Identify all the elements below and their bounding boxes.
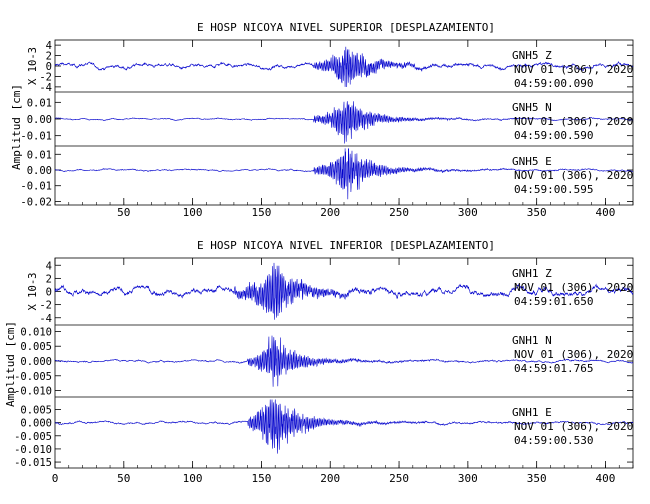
y-tick-label: 0.005 — [20, 405, 52, 417]
station-time: 04:59:00.090 — [514, 77, 593, 90]
waveform-gnh5-z — [54, 46, 634, 88]
x-tick-label: 200 — [320, 472, 340, 485]
waveform-gnh1-z — [54, 262, 634, 320]
x-tick-label: 400 — [596, 206, 616, 219]
station-time: 04:59:00.590 — [514, 129, 593, 142]
station-date: NOV 01 (306), 2020 — [514, 281, 633, 294]
y-scale-label: X 10-3 — [27, 47, 39, 85]
y-tick-label: 0.00 — [27, 114, 52, 126]
y-tick-label: 0 — [46, 61, 52, 73]
station-label: GNH1 E — [512, 406, 552, 419]
y-axis-label-superior: Amplitud [cm] — [10, 84, 23, 170]
y-tick-label: 4 — [46, 40, 52, 52]
station-label: GNH5 N — [512, 101, 552, 114]
y-tick-label: 0.000 — [20, 418, 52, 430]
chart-title-inferior: E HOSP NICOYA NIVEL INFERIOR [DESPLAZAMI… — [197, 239, 495, 252]
station-date: NOV 01 (306), 2020 — [514, 115, 633, 128]
y-tick-label: -0.01 — [20, 181, 52, 193]
y-tick-label: -0.02 — [20, 196, 52, 208]
station-label: GNH1 Z — [512, 267, 552, 280]
station-date: NOV 01 (306), 2020 — [514, 169, 633, 182]
y-tick-label: 0.005 — [20, 341, 52, 353]
y-scale-label: X 10-3 — [27, 273, 39, 311]
x-tick-label: 100 — [183, 206, 203, 219]
y-tick-label: 2 — [46, 273, 52, 285]
station-date: NOV 01 (306), 2020 — [514, 63, 633, 76]
waveform-gnh1-e — [54, 399, 634, 454]
station-label: GNH5 Z — [512, 49, 552, 62]
y-tick-label: -4 — [39, 313, 52, 325]
x-tick-label: 250 — [389, 472, 409, 485]
y-tick-label: 0.010 — [20, 326, 52, 338]
y-tick-label: 2 — [46, 51, 52, 63]
y-axis-label-inferior: Amplitud [cm] — [4, 321, 17, 407]
station-time: 04:59:01.650 — [514, 295, 593, 308]
x-tick-label: 200 — [320, 206, 340, 219]
x-tick-label: 300 — [458, 206, 478, 219]
y-tick-label: 0.01 — [27, 97, 52, 109]
y-tick-label: 4 — [46, 260, 52, 272]
x-tick-label: 50 — [117, 206, 130, 219]
x-tick-label: 250 — [389, 206, 409, 219]
station-time: 04:59:01.765 — [514, 362, 593, 375]
x-tick-label: 350 — [527, 206, 547, 219]
station-date: NOV 01 (306), 2020 — [514, 348, 633, 361]
x-tick-label: 50 — [117, 472, 130, 485]
x-tick-label: 150 — [251, 206, 271, 219]
station-label: GNH5 E — [512, 155, 552, 168]
x-tick-label: 100 — [183, 472, 203, 485]
y-tick-label: -4 — [39, 82, 52, 94]
y-tick-label: -0.010 — [14, 444, 52, 456]
y-tick-label: -0.010 — [14, 386, 52, 398]
y-tick-label: 0.01 — [27, 149, 52, 161]
station-time: 04:59:00.530 — [514, 434, 593, 447]
y-tick-label: -0.005 — [14, 431, 52, 443]
y-tick-label: 0 — [46, 287, 52, 299]
y-tick-label: 0.000 — [20, 356, 52, 368]
x-tick-label: 150 — [251, 472, 271, 485]
x-tick-label: 0 — [52, 472, 59, 485]
station-date: NOV 01 (306), 2020 — [514, 420, 633, 433]
station-time: 04:59:00.595 — [514, 183, 593, 196]
y-tick-label: -0.015 — [14, 457, 52, 469]
waveform-gnh5-n — [54, 101, 634, 144]
y-tick-label: -0.01 — [20, 131, 52, 143]
x-tick-label: 350 — [527, 472, 547, 485]
waveform-gnh1-n — [54, 335, 634, 387]
y-tick-label: -2 — [39, 300, 52, 312]
y-tick-label: 0.00 — [27, 165, 52, 177]
x-tick-label: 400 — [596, 472, 616, 485]
y-tick-label: -2 — [39, 71, 52, 83]
station-label: GNH1 N — [512, 334, 552, 347]
chart-title-superior: E HOSP NICOYA NIVEL SUPERIOR [DESPLAZAMI… — [197, 21, 495, 34]
x-tick-label: 300 — [458, 472, 478, 485]
waveform-gnh5-e — [54, 148, 634, 200]
y-tick-label: -0.005 — [14, 371, 52, 383]
